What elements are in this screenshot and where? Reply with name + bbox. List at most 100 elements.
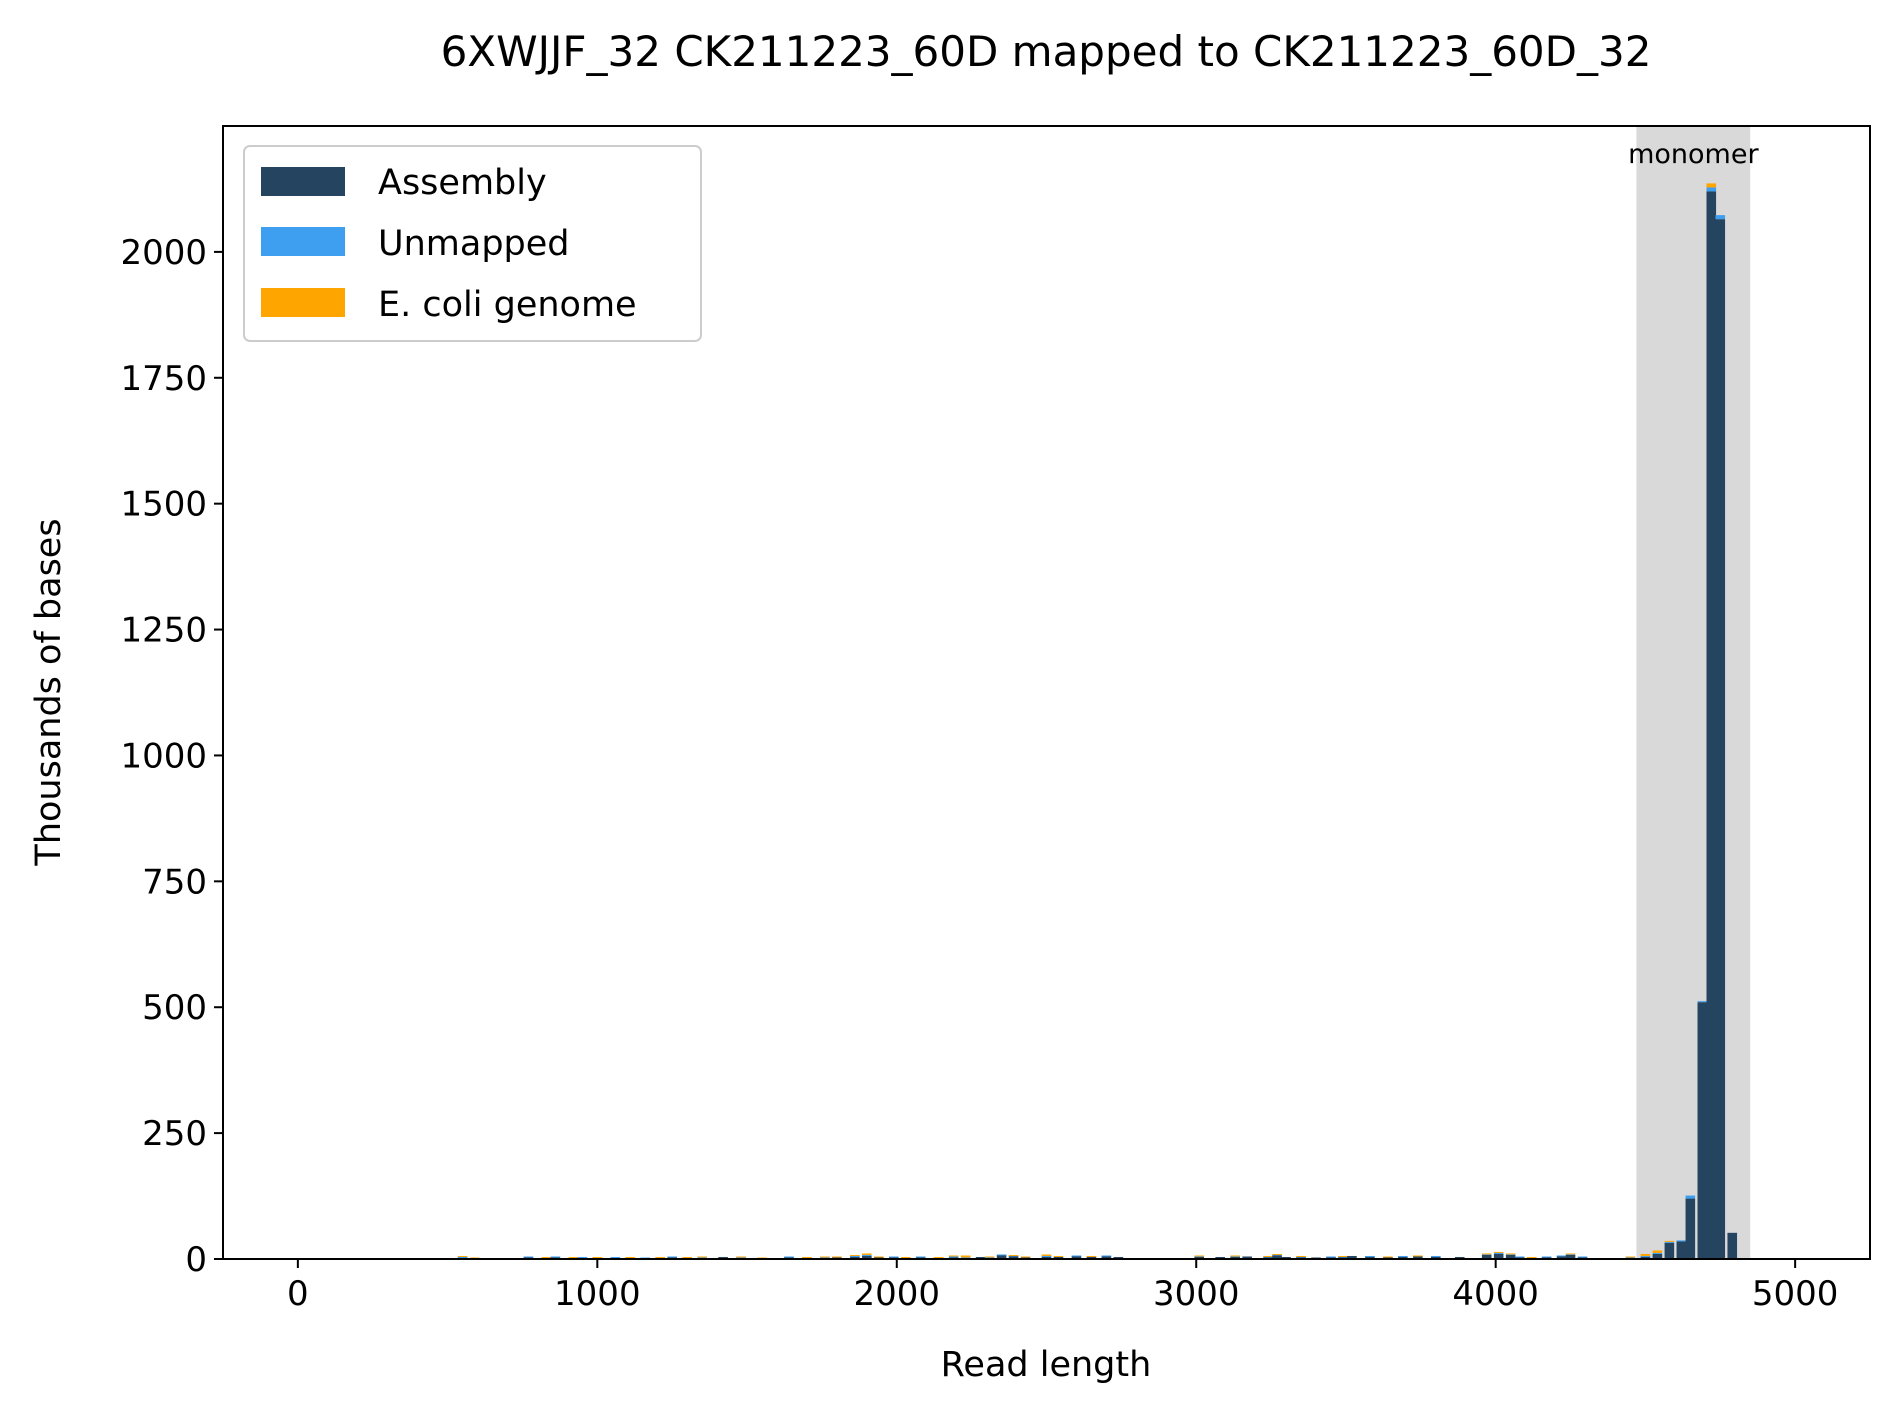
bar-e-coli-genome xyxy=(1383,1256,1393,1258)
bar-unmapped xyxy=(1326,1256,1336,1258)
bar-unmapped xyxy=(1577,1256,1588,1258)
bar-unmapped xyxy=(640,1257,651,1259)
bar-e-coli-genome xyxy=(802,1256,812,1258)
bar-unmapped xyxy=(1541,1256,1552,1258)
bar-e-coli-genome xyxy=(736,1256,746,1258)
bar-e-coli-genome xyxy=(697,1256,707,1258)
bar-unmapped xyxy=(1697,1001,1708,1003)
x-tick-label: 5000 xyxy=(1752,1274,1839,1314)
bar-e-coli-genome xyxy=(568,1256,579,1258)
bar-unmapped xyxy=(550,1256,561,1258)
bar-unmapped xyxy=(577,1256,588,1258)
bar-unmapped xyxy=(1505,1253,1516,1255)
bar-e-coli-genome xyxy=(1272,1253,1282,1255)
bar-e-coli-genome xyxy=(1493,1251,1504,1253)
bar-unmapped xyxy=(457,1256,468,1258)
bar-assembly xyxy=(1263,1256,1273,1259)
legend-swatch-assembly xyxy=(261,167,345,196)
bar-e-coli-genome xyxy=(1640,1253,1651,1256)
bar-e-coli-genome xyxy=(948,1255,959,1257)
bar-assembly xyxy=(862,1255,872,1259)
y-tick-label: 2000 xyxy=(120,233,207,273)
bar-assembly xyxy=(1430,1256,1441,1259)
bar-e-coli-genome xyxy=(541,1256,552,1258)
bar-unmapped xyxy=(523,1256,534,1258)
bar-assembly xyxy=(975,1256,986,1259)
bar-e-coli-genome xyxy=(1706,183,1717,188)
bar-e-coli-genome xyxy=(1505,1253,1516,1255)
bar-unmapped xyxy=(1194,1255,1205,1257)
bar-assembly xyxy=(1326,1256,1336,1259)
bar-assembly xyxy=(1101,1255,1112,1259)
bar-e-coli-genome xyxy=(1230,1255,1240,1257)
bar-e-coli-genome xyxy=(1413,1255,1423,1257)
x-axis-label: Read length xyxy=(941,1345,1152,1385)
bar-assembly xyxy=(996,1254,1007,1259)
bar-e-coli-genome xyxy=(592,1256,603,1258)
bar-e-coli-genome xyxy=(1625,1256,1636,1258)
bar-assembly xyxy=(1727,1232,1738,1259)
bar-unmapped xyxy=(984,1256,995,1258)
bar-unmapped xyxy=(1640,1255,1651,1257)
bar-e-coli-genome xyxy=(933,1256,944,1258)
bar-unmapped xyxy=(1398,1255,1408,1257)
bar-unmapped xyxy=(1365,1255,1375,1257)
bar-unmapped xyxy=(1071,1255,1082,1257)
bar-assembly xyxy=(1715,219,1726,1260)
bar-unmapped xyxy=(888,1256,899,1258)
bar-unmapped xyxy=(1676,1240,1687,1242)
x-tick-label: 2000 xyxy=(854,1274,941,1314)
bar-assembly xyxy=(1706,191,1717,1260)
y-axis-label: Thousands of bases xyxy=(29,518,69,866)
bar-unmapped xyxy=(850,1255,860,1257)
bar-unmapped xyxy=(862,1254,872,1256)
bar-unmapped xyxy=(1272,1254,1282,1256)
bar-e-coli-genome xyxy=(457,1255,468,1257)
y-tick-label: 0 xyxy=(185,1240,207,1280)
legend: Assembly Unmapped E. coli genome xyxy=(243,145,702,342)
bar-assembly xyxy=(1230,1256,1240,1259)
x-tick-label: 4000 xyxy=(1452,1274,1539,1314)
y-tick-label: 1000 xyxy=(120,736,207,776)
bar-e-coli-genome xyxy=(1664,1240,1675,1242)
bar-assembly xyxy=(1413,1255,1423,1259)
bar-unmapped xyxy=(1715,215,1726,220)
legend-swatch-unmapped xyxy=(261,227,345,256)
y-tick-label: 250 xyxy=(142,1114,207,1154)
bar-assembly xyxy=(1398,1256,1408,1259)
bar-assembly xyxy=(1697,1002,1708,1259)
bar-assembly xyxy=(1676,1241,1687,1259)
bar-assembly xyxy=(523,1256,534,1259)
bar-e-coli-genome xyxy=(682,1256,692,1258)
bars-layer xyxy=(457,183,1779,1260)
bar-assembly xyxy=(1113,1256,1124,1259)
bar-assembly xyxy=(1577,1256,1588,1259)
bar-unmapped xyxy=(1338,1256,1348,1258)
bar-e-coli-genome xyxy=(1020,1256,1031,1258)
bar-e-coli-genome xyxy=(1008,1254,1019,1256)
bar-assembly xyxy=(1664,1242,1675,1259)
legend-frame xyxy=(243,145,702,342)
bar-unmapped xyxy=(1664,1241,1675,1243)
bar-e-coli-genome xyxy=(874,1256,884,1258)
bar-assembly xyxy=(1454,1256,1465,1259)
bar-e-coli-genome xyxy=(832,1256,842,1258)
legend-label-assembly: Assembly xyxy=(378,163,547,203)
monomer-region xyxy=(1636,126,1751,1259)
bar-assembly xyxy=(1514,1256,1525,1259)
legend-label-ecoli: E. coli genome xyxy=(378,285,637,325)
bar-assembly xyxy=(1296,1256,1306,1259)
bar-assembly xyxy=(1556,1255,1567,1259)
plot-frame xyxy=(222,125,1871,1260)
bar-e-coli-genome xyxy=(900,1256,911,1258)
bar-e-coli-genome xyxy=(960,1255,971,1258)
y-tick-label: 500 xyxy=(142,988,207,1028)
bar-assembly xyxy=(1505,1254,1516,1259)
bar-assembly xyxy=(1493,1253,1504,1259)
bar-unmapped xyxy=(1565,1253,1576,1255)
bar-unmapped xyxy=(915,1256,926,1258)
bar-e-coli-genome xyxy=(862,1253,872,1255)
y-tick-label: 1500 xyxy=(120,485,207,525)
bar-e-coli-genome xyxy=(1086,1255,1097,1257)
